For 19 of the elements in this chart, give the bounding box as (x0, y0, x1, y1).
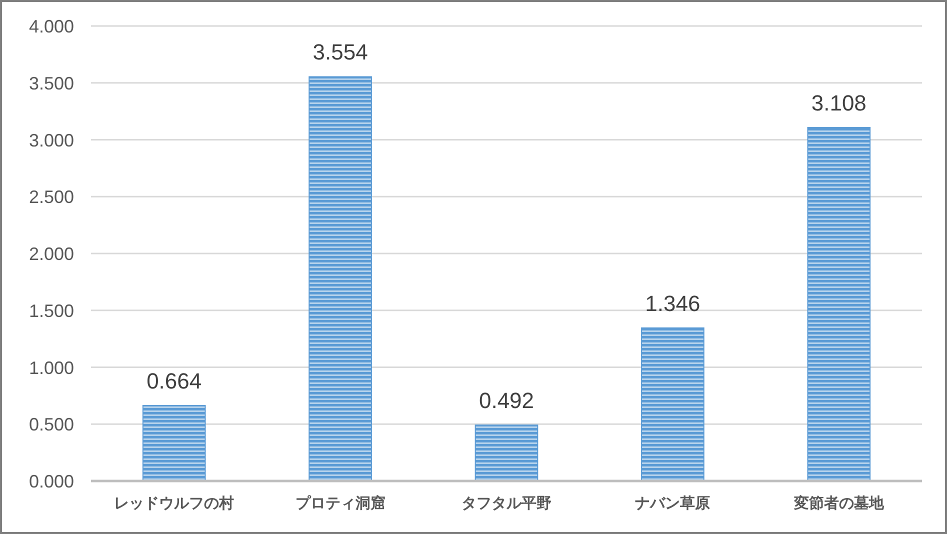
y-tick-label: 0.000 (28, 472, 74, 492)
x-tick-label: プロティ洞窟 (295, 495, 386, 512)
data-label: 3.108 (811, 90, 866, 116)
y-tick-label: 4.000 (28, 16, 74, 36)
x-tick-label: 変節者の墓地 (794, 495, 884, 512)
y-tick-label: 3.000 (28, 130, 74, 150)
data-label: 3.554 (312, 40, 368, 65)
data-label: 1.346 (645, 290, 700, 316)
y-tick-label: 0.500 (28, 414, 74, 435)
y-tick-label: 1.500 (28, 300, 74, 321)
y-tick-label: 2.500 (28, 187, 74, 208)
data-label: 0.492 (478, 388, 534, 414)
x-tick-label: ナバン草原 (635, 495, 710, 512)
y-tick-label: 3.500 (28, 73, 74, 94)
y-tick-label: 1.000 (28, 358, 74, 378)
y-tick-label: 2.000 (28, 244, 74, 264)
x-tick-label: タフタル平野 (462, 495, 552, 512)
x-tick-label: レッドウルフの村 (114, 495, 234, 512)
data-label: 0.664 (146, 368, 202, 394)
